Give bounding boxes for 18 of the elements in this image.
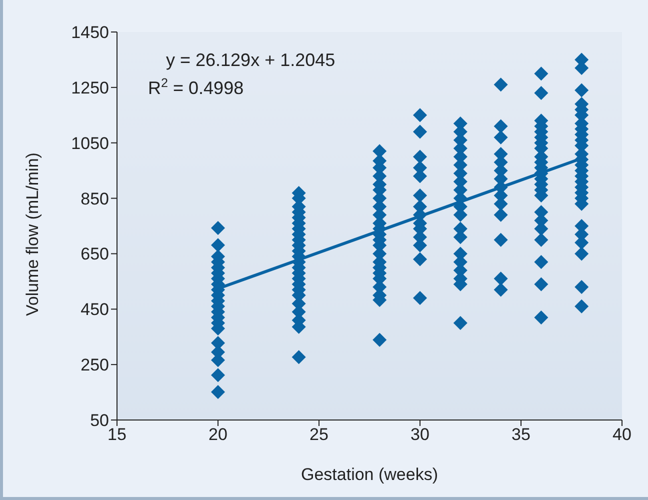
y-tick-label: 1250 bbox=[71, 78, 109, 98]
y-tick-label: 650 bbox=[80, 244, 109, 264]
annotation: y = 26.129x + 1.2045 bbox=[166, 50, 336, 70]
y-tick-label: 1450 bbox=[71, 23, 109, 42]
y-tick-label: 50 bbox=[90, 411, 109, 430]
x-tick-label: 15 bbox=[108, 425, 126, 444]
x-axis-title: Gestation (weeks) bbox=[301, 465, 438, 484]
y-tick-label: 450 bbox=[80, 300, 109, 320]
x-tick-label: 35 bbox=[512, 425, 530, 444]
x-tick-label: 30 bbox=[410, 425, 430, 444]
x-tick-label: 40 bbox=[612, 425, 632, 444]
y-axis-title: Volume flow (mL/min) bbox=[23, 152, 42, 316]
y-tick-label: 850 bbox=[80, 189, 109, 208]
x-tick-label: 20 bbox=[208, 425, 228, 444]
annotation: R$^{2}$ = 0.4998 bbox=[148, 76, 244, 98]
x-tick-label: 25 bbox=[310, 425, 328, 444]
y-tick-label: 1050 bbox=[71, 134, 109, 153]
y-tick-label: 250 bbox=[80, 356, 109, 375]
